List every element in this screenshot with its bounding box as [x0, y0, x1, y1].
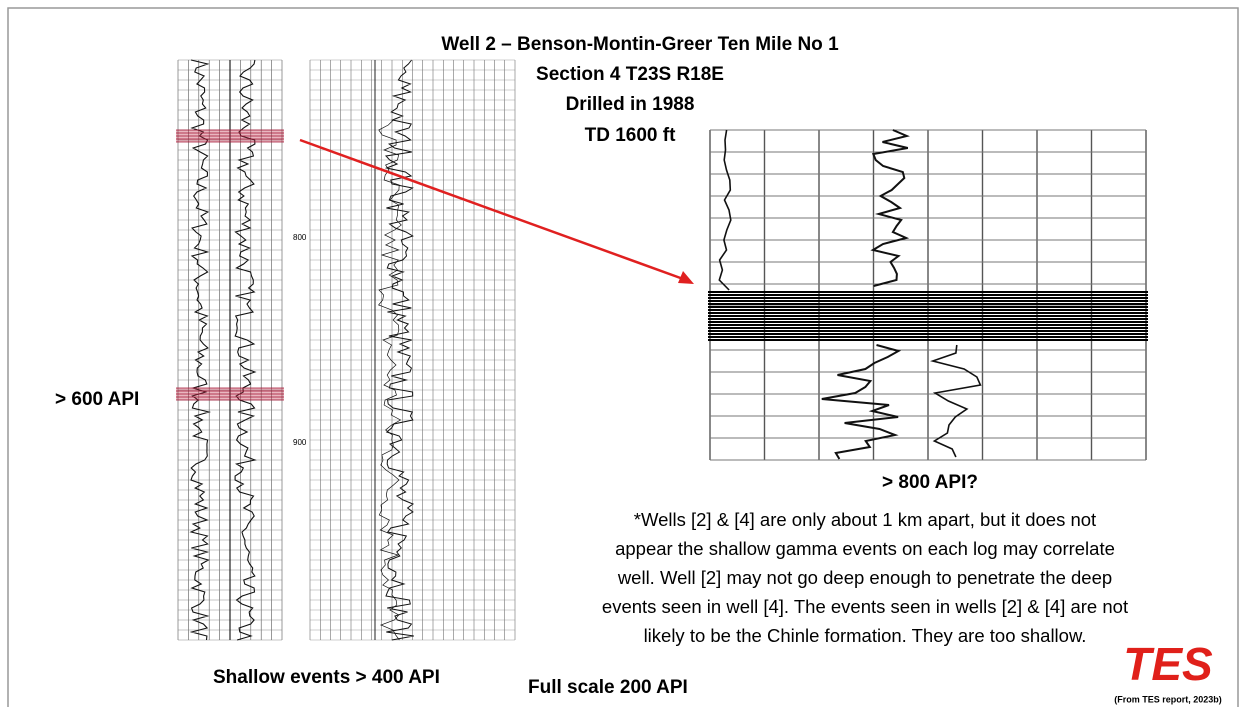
log-curve	[821, 344, 902, 460]
well-logs	[176, 59, 516, 641]
log-curve	[384, 59, 415, 641]
note-line: well. Well [2] may not go deep enough to…	[617, 567, 1112, 588]
log-curve	[930, 344, 982, 458]
note-line: likely to be the Chinle formation. They …	[644, 625, 1087, 646]
frame	[7, 7, 1239, 707]
note-line: appear the shallow gamma events on each …	[615, 538, 1115, 559]
event-label: > 600 API	[55, 389, 139, 410]
source: (From TES report, 2023b)	[1114, 694, 1222, 704]
log-curve	[234, 59, 257, 641]
depth-label: 800	[293, 233, 307, 242]
subtitle: Drilled in 1988	[566, 94, 695, 115]
subtitle: TD 1600 ft	[585, 125, 676, 146]
caption: Shallow events > 400 API	[213, 667, 440, 688]
log-curve	[378, 119, 402, 641]
log-curve	[189, 59, 212, 641]
zoom-log	[708, 129, 1148, 461]
note-line: *Wells [2] & [4] are only about 1 km apa…	[634, 509, 1096, 530]
log-curve	[718, 129, 732, 291]
caption: Full scale 200 API	[528, 677, 688, 698]
note-line: events seen in well [4]. The events seen…	[602, 596, 1128, 617]
logo: TES	[1123, 638, 1213, 690]
arrow-shaft	[299, 138, 687, 282]
log-curve	[870, 129, 910, 287]
event-label: > 800 API?	[882, 472, 978, 493]
depth-label: 900	[293, 438, 307, 447]
title: Well 2 – Benson-Montin-Greer Ten Mile No…	[441, 34, 839, 55]
subtitle: Section 4 T23S R18E	[536, 64, 724, 85]
arrow-head	[678, 271, 694, 284]
